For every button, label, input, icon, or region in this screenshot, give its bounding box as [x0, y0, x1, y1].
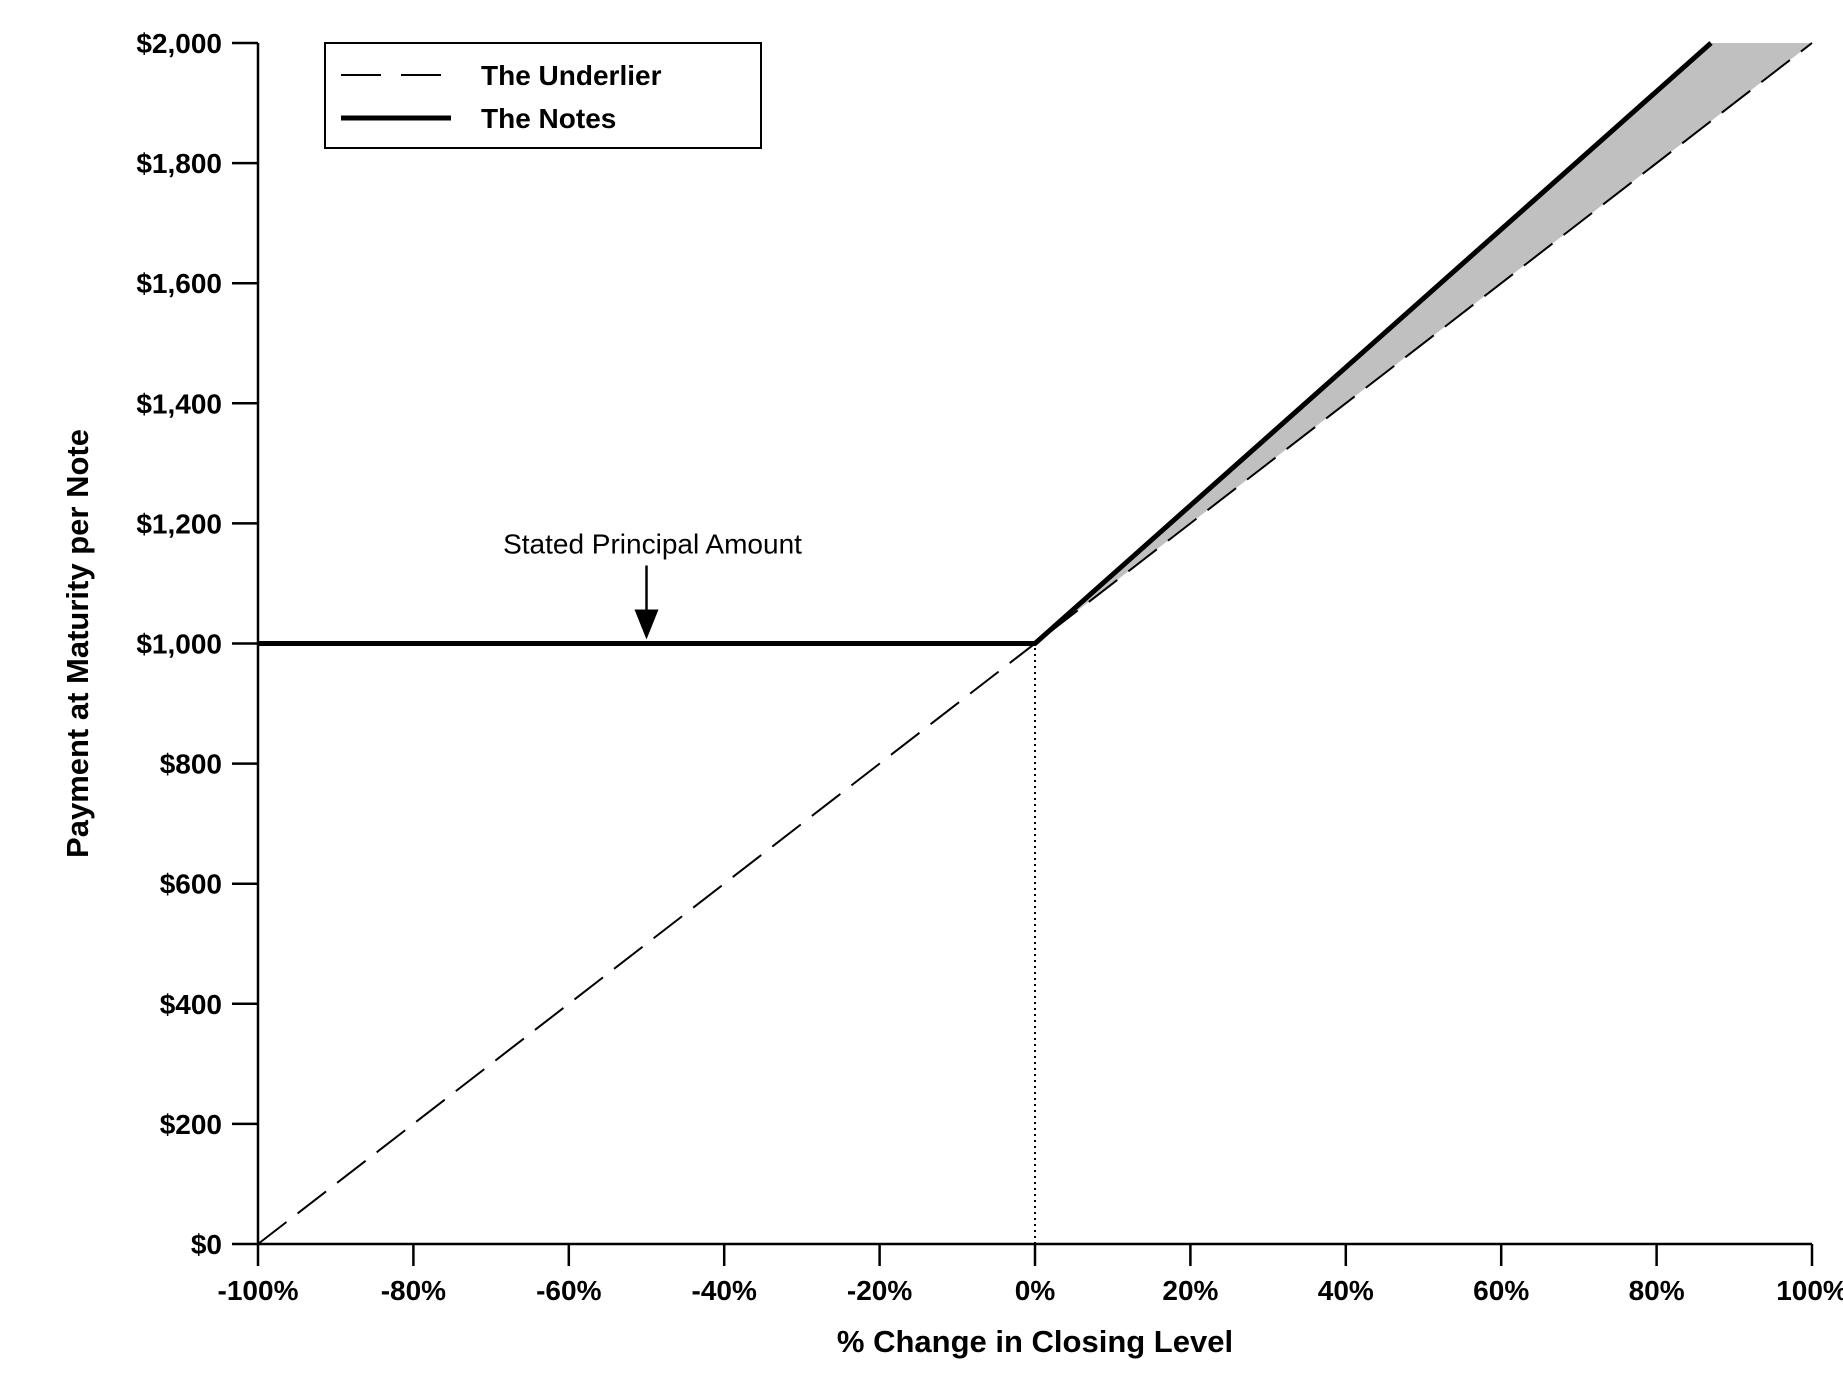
- ticks: $0 $200 $400 $600 $800 $1,000 $1,200 $1,400 $1,6…: [136, 28, 1843, 1306]
- x-tick-label: 80%: [1629, 1275, 1685, 1306]
- y-tick-label: $800: [160, 749, 222, 780]
- y-tick-label: $1,200: [136, 508, 222, 539]
- legend-box: [324, 42, 762, 149]
- annotation-arrow-head: [634, 609, 659, 640]
- annotation-layer: Stated Principal Amount: [503, 529, 802, 640]
- y-tick-label: $200: [160, 1109, 222, 1140]
- series-layer: [257, 41, 1813, 1245]
- y-tick-label: $600: [160, 869, 222, 900]
- legend-label: The Underlier: [481, 60, 662, 91]
- x-axis-title: % Change in Closing Level: [837, 1324, 1233, 1359]
- x-tick-label: -20%: [847, 1275, 912, 1306]
- y-axis-title: Payment at Maturity per Note: [60, 429, 95, 858]
- y-tick-label: $1,600: [136, 268, 222, 299]
- y-tick-label: $400: [160, 989, 222, 1020]
- x-tick-label: -80%: [381, 1275, 446, 1306]
- x-tick-label: 0%: [1015, 1275, 1056, 1306]
- y-tick-label: $0: [191, 1229, 222, 1260]
- annotation-label: Stated Principal Amount: [503, 529, 802, 560]
- x-tick-label: -40%: [692, 1275, 757, 1306]
- y-tick-label: $1,400: [136, 388, 222, 419]
- y-tick-label: $1,800: [136, 148, 222, 179]
- x-tick-label: 40%: [1318, 1275, 1374, 1306]
- x-tick-label: 100%: [1776, 1275, 1843, 1306]
- x-tick-label: -100%: [218, 1275, 299, 1306]
- y-tick-label: $2,000: [136, 28, 222, 59]
- series-line-notes: [258, 41, 1713, 646]
- legend-label: The Notes: [481, 103, 616, 134]
- x-tick-label: 20%: [1162, 1275, 1218, 1306]
- x-tick-label: 60%: [1473, 1275, 1529, 1306]
- x-tick-label: -60%: [536, 1275, 601, 1306]
- legend: The Underlier The Notes: [324, 42, 762, 149]
- y-tick-label: $1,000: [136, 629, 222, 660]
